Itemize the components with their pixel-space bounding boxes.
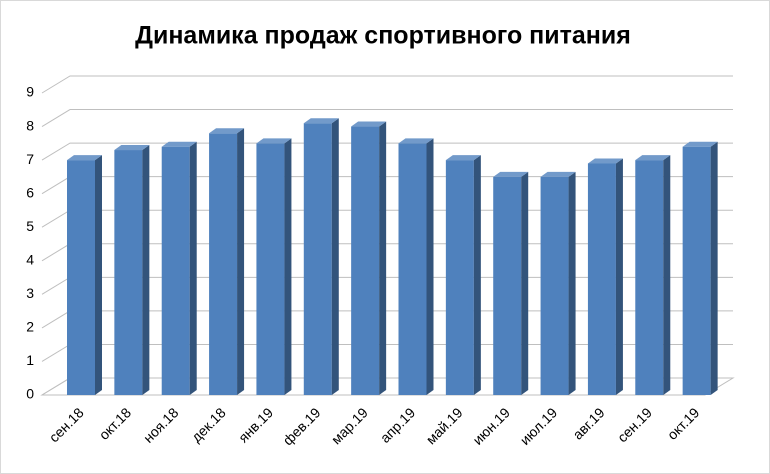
bar-side	[663, 155, 671, 395]
bar	[351, 121, 387, 396]
bar	[445, 155, 481, 395]
bar-front	[635, 160, 664, 395]
bar-front	[303, 123, 332, 395]
bar-top	[445, 155, 481, 161]
bar-top	[493, 171, 529, 177]
y-tick-label: 1	[26, 352, 34, 368]
grid-line	[41, 142, 733, 161]
bar-front	[540, 176, 569, 395]
chart-title: Динамика продаж спортивного питания	[135, 22, 631, 50]
bar	[398, 138, 434, 396]
bar-front	[256, 143, 285, 395]
bar-top	[398, 138, 434, 144]
bar	[67, 155, 102, 395]
y-tick-label: 9	[26, 84, 34, 100]
bar-front	[351, 126, 380, 396]
bar-top	[587, 158, 623, 164]
bar-front	[587, 163, 616, 395]
bar-front	[114, 150, 143, 395]
bar-side	[615, 158, 623, 395]
bar-side	[710, 141, 718, 395]
y-tick-label: 3	[26, 285, 34, 301]
bar	[587, 158, 623, 395]
bar-top	[682, 141, 718, 147]
bar-side	[426, 138, 434, 396]
bar-top	[303, 118, 339, 124]
bar-side	[189, 141, 197, 395]
grid-line	[41, 109, 733, 127]
bar	[493, 171, 529, 395]
y-tick-label: 6	[26, 184, 34, 200]
bar-side	[237, 128, 245, 395]
bar-front	[493, 176, 522, 395]
bar	[256, 138, 292, 396]
bar-side	[284, 138, 292, 396]
bar-side	[379, 121, 387, 396]
y-tick-label: 5	[26, 218, 34, 234]
bar	[114, 145, 150, 395]
bar-front	[161, 146, 190, 395]
bar-top	[209, 128, 245, 134]
bar-side	[95, 155, 102, 395]
bar-side	[331, 118, 339, 395]
bar-front	[398, 143, 427, 395]
bar	[209, 128, 245, 395]
bar	[161, 141, 197, 395]
bar-side	[142, 145, 150, 395]
bar-top	[161, 141, 197, 147]
y-tick-label: 0	[26, 386, 34, 402]
bar-front	[682, 146, 711, 395]
bar-top	[256, 138, 292, 144]
bar-top	[351, 121, 387, 127]
y-tick-label: 8	[26, 117, 34, 133]
bar-side	[473, 155, 481, 395]
bar-front	[445, 160, 474, 395]
bar-front	[67, 160, 95, 395]
bar-side	[568, 171, 576, 395]
bar-top	[67, 155, 102, 161]
grid-line	[41, 75, 733, 94]
bar-front	[209, 133, 238, 395]
bar	[303, 118, 339, 395]
bar-top	[114, 145, 150, 151]
y-tick-label: 2	[26, 319, 34, 335]
y-tick-label: 4	[26, 251, 34, 267]
bar-side	[521, 171, 529, 395]
y-tick-label: 7	[26, 151, 34, 167]
bar	[635, 155, 671, 395]
bar	[682, 141, 718, 395]
bar-top	[540, 171, 576, 177]
bar	[540, 171, 576, 395]
bar-top	[635, 155, 671, 161]
